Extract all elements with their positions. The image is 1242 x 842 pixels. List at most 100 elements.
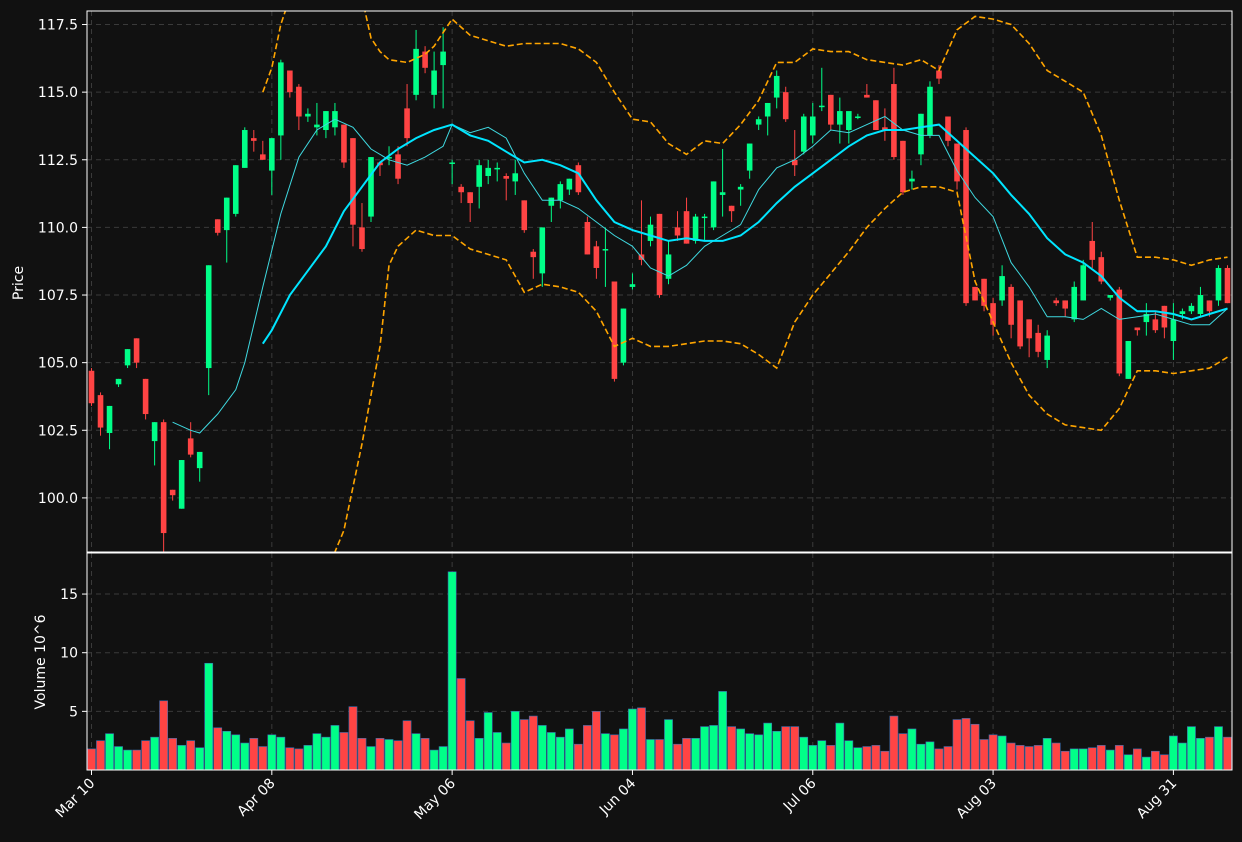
volume-bar xyxy=(510,711,520,770)
volume-bar xyxy=(222,730,232,770)
volume-bar xyxy=(267,734,277,770)
volume-bar xyxy=(1069,748,1079,770)
volume-bar xyxy=(258,746,268,770)
candle-body xyxy=(1098,257,1105,282)
candle-body xyxy=(882,127,888,131)
volume-tick-label: 15 xyxy=(60,587,78,603)
candle-body xyxy=(1080,265,1087,301)
volume-bar xyxy=(330,725,340,770)
volume-bar xyxy=(564,728,574,770)
volume-panel-frame xyxy=(86,552,1233,771)
price-panel-frame xyxy=(86,10,1233,553)
price-tick-label: 105.0 xyxy=(38,356,78,372)
volume-bar xyxy=(402,720,412,770)
volume-bar xyxy=(231,734,241,770)
candle-body xyxy=(287,70,293,93)
volume-bar xyxy=(465,720,475,770)
volume-bar xyxy=(601,733,610,770)
volume-bar xyxy=(979,739,989,770)
volume-bar xyxy=(682,738,691,770)
candle-body xyxy=(728,205,735,212)
volume-bar xyxy=(1051,742,1061,770)
volume-bar xyxy=(988,734,998,770)
candle-body xyxy=(990,303,996,325)
candle-body xyxy=(1089,240,1096,260)
volume-bar xyxy=(105,733,114,770)
candle-body xyxy=(936,70,942,79)
volume-bar xyxy=(159,700,168,770)
candle-body xyxy=(674,227,681,236)
volume-bar xyxy=(420,738,430,770)
candle-body xyxy=(1044,335,1050,360)
price-tick-label: 112.5 xyxy=(38,153,78,169)
price-tick-label: 100.0 xyxy=(38,491,78,507)
candle-body xyxy=(314,124,320,128)
volume-bar xyxy=(1141,756,1151,770)
volume-bar xyxy=(664,719,673,770)
candle-body xyxy=(440,51,446,66)
volume-bar xyxy=(1151,750,1160,770)
volume-bar xyxy=(132,749,141,770)
volume-bar xyxy=(637,707,646,770)
candle-body xyxy=(214,219,221,233)
overlays-group xyxy=(172,11,1228,552)
candle-body xyxy=(683,211,690,244)
volume-bar xyxy=(384,739,394,770)
volume-bar xyxy=(574,743,583,770)
candle-body xyxy=(1179,311,1186,314)
candle-body xyxy=(782,92,789,120)
candle-body xyxy=(629,284,636,287)
volume-bar xyxy=(781,726,791,770)
volume-bar xyxy=(925,741,935,770)
volume-bar xyxy=(700,726,709,770)
close-ma-thin-line xyxy=(172,115,1228,434)
volume-bar xyxy=(1060,750,1070,770)
candle-body xyxy=(737,186,744,190)
candle-body xyxy=(196,451,203,469)
candle-body xyxy=(395,154,401,179)
candle-body xyxy=(323,111,329,131)
volume-bar xyxy=(844,740,854,770)
volume-bar xyxy=(1114,745,1124,770)
candle-body xyxy=(431,70,437,95)
volume-bar xyxy=(1078,748,1088,770)
volume-bar xyxy=(123,749,132,770)
candle-body xyxy=(611,281,618,379)
volume-bar xyxy=(150,736,159,770)
candle-body xyxy=(260,154,266,160)
candle-body xyxy=(864,94,870,98)
volume-bar xyxy=(537,725,547,770)
candle-body xyxy=(449,162,455,164)
volume-bar xyxy=(1123,754,1133,770)
volume-bar xyxy=(826,745,836,770)
volume-bar xyxy=(907,728,917,770)
volume-bar xyxy=(1015,745,1025,770)
volume-bar xyxy=(501,742,511,770)
volume-bar xyxy=(1196,738,1205,770)
volume-bar xyxy=(691,738,700,770)
candle-body xyxy=(494,167,501,170)
candle-body xyxy=(764,102,771,117)
candle-body xyxy=(269,138,275,171)
candle-body xyxy=(1215,267,1222,301)
candle-body xyxy=(115,378,122,385)
volume-bar xyxy=(871,745,881,770)
volume-bar xyxy=(853,747,863,770)
volume-bar xyxy=(727,726,736,770)
candle-body xyxy=(485,167,491,177)
volume-bar xyxy=(519,719,529,770)
volume-bars-group xyxy=(87,571,1232,770)
volume-bar xyxy=(736,728,745,770)
candle-body xyxy=(404,108,410,139)
volume-bar xyxy=(177,745,187,770)
candle-body xyxy=(647,224,654,241)
volume-bar xyxy=(889,715,899,770)
candle-body xyxy=(97,395,104,428)
volume-bar xyxy=(1006,742,1016,770)
volume-bar xyxy=(528,715,538,770)
candle-body xyxy=(1008,286,1014,325)
candle-body xyxy=(232,165,239,214)
bollinger-lower-line xyxy=(333,186,1228,552)
volume-bar xyxy=(1187,726,1196,770)
